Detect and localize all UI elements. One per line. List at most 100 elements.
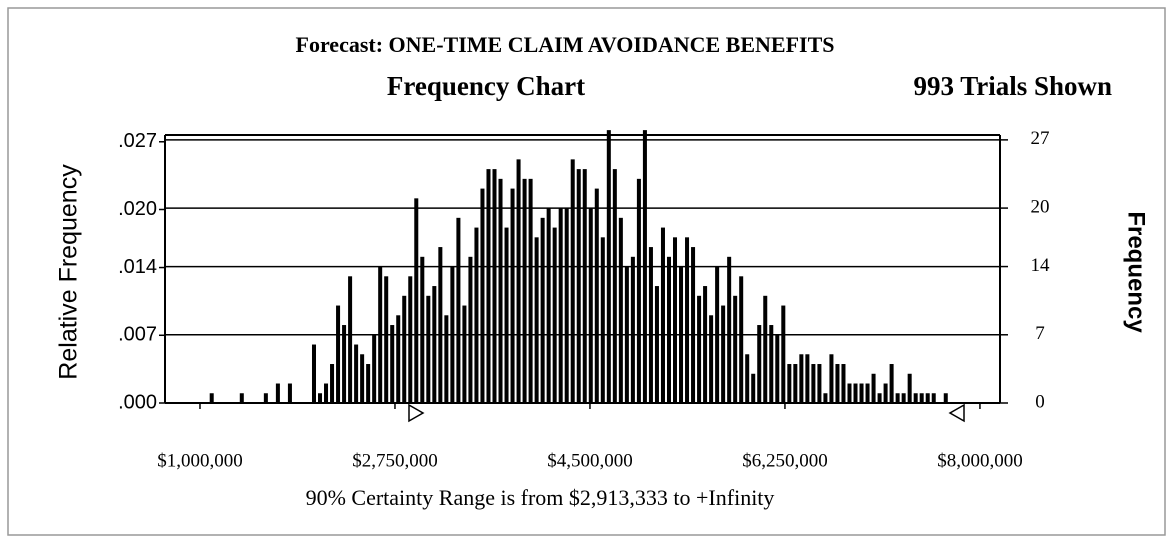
bar [697, 295, 702, 403]
bar [847, 383, 852, 403]
bar [648, 247, 653, 403]
certainty-note: 90% Certainty Range is from $2,913,333 t… [306, 485, 775, 510]
bar [943, 393, 948, 403]
bar [865, 383, 870, 403]
bar [522, 178, 527, 403]
bar [444, 315, 449, 403]
x-tick-label: $4,500,000 [547, 450, 633, 471]
bar [384, 276, 389, 403]
bar [654, 286, 659, 403]
bar [438, 247, 443, 403]
bar [799, 354, 804, 403]
bar [703, 286, 708, 403]
bar [480, 188, 485, 403]
bar [474, 227, 479, 403]
bar [408, 276, 413, 403]
bar [721, 305, 726, 403]
bar [360, 354, 365, 403]
bar [594, 188, 599, 403]
bar [751, 373, 756, 403]
bar [715, 266, 720, 403]
bar [287, 383, 292, 403]
bar [366, 364, 371, 403]
bar [600, 237, 605, 403]
bar [540, 217, 545, 403]
bar [787, 364, 792, 403]
y2-tick-label: 14 [1031, 255, 1051, 276]
bar [275, 383, 280, 403]
y2-axis-label: Frequency [1123, 211, 1150, 333]
bar [727, 256, 732, 403]
bar [919, 393, 924, 403]
bar [372, 334, 377, 403]
bar [534, 237, 539, 403]
bar [745, 354, 750, 403]
bar [636, 178, 641, 403]
bar [354, 344, 359, 403]
certainty-marker [948, 403, 965, 423]
y2-tick-label: 7 [1035, 323, 1045, 344]
y-axis-label: Relative Frequency [55, 164, 83, 380]
bar [402, 295, 407, 403]
bar [263, 393, 268, 403]
bar [841, 364, 846, 403]
bar [630, 256, 635, 403]
bar [883, 383, 888, 403]
x-tick-label: $2,750,000 [352, 450, 438, 471]
bar [209, 393, 214, 403]
y2-tick-label: 20 [1031, 196, 1050, 217]
bar [666, 256, 671, 403]
bar [420, 256, 425, 403]
bar [528, 178, 533, 403]
bar [811, 364, 816, 403]
y2-tick-label: 27 [1031, 128, 1050, 149]
bar [450, 266, 455, 403]
bar [552, 227, 557, 403]
bar [660, 227, 665, 403]
bar [931, 393, 936, 403]
certainty-marker [408, 403, 425, 423]
bar [871, 373, 876, 403]
bar [504, 227, 509, 403]
bar [564, 208, 569, 403]
bar [612, 169, 617, 403]
bar [817, 364, 822, 403]
bar [318, 393, 323, 403]
bar [390, 325, 395, 403]
x-tick-label: $8,000,000 [937, 450, 1023, 471]
bar [679, 266, 684, 403]
bar [829, 354, 834, 403]
bar [739, 276, 744, 403]
bar [462, 305, 467, 403]
bar [456, 217, 461, 403]
bar [913, 393, 918, 403]
y-tick-label: .000 [118, 391, 157, 413]
bar [330, 364, 335, 403]
bar [907, 373, 912, 403]
bar [709, 315, 714, 403]
bar [324, 383, 329, 403]
trials-annotation: 993 Trials Shown [913, 71, 1112, 101]
bar [859, 383, 864, 403]
bar [396, 315, 401, 403]
bar [763, 295, 768, 403]
bar [414, 198, 419, 403]
bar [642, 130, 647, 404]
bar [546, 208, 551, 403]
bar [606, 130, 611, 404]
bar [570, 159, 575, 403]
bar [835, 364, 840, 403]
bar [348, 276, 353, 403]
bar [510, 188, 515, 403]
bar [877, 393, 882, 403]
bar [775, 334, 780, 403]
bar [582, 169, 587, 403]
bar [486, 169, 491, 403]
y-tick-label: .014 [118, 256, 157, 278]
x-tick-label: $1,000,000 [157, 450, 243, 471]
bar [733, 295, 738, 403]
bar [432, 286, 437, 403]
y-tick-label: .027 [118, 130, 157, 152]
bar [468, 256, 473, 403]
